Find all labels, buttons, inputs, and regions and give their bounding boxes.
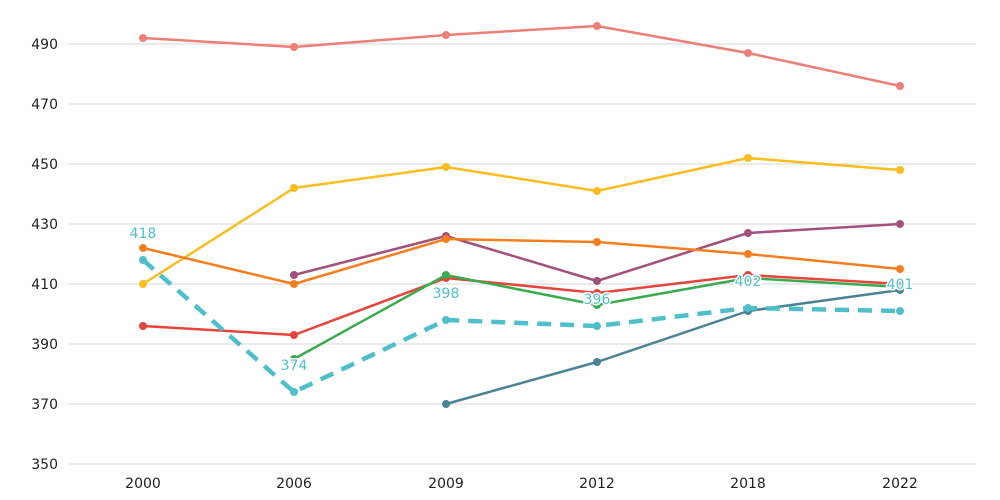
series-0-point-2009 <box>442 31 450 39</box>
series-1-point-2012 <box>593 187 601 195</box>
series-7-data-label-2022: 401 <box>887 277 914 293</box>
y-tick-label-390: 390 <box>31 337 58 353</box>
series-0-point-2012 <box>593 22 601 30</box>
x-tick-label-2006: 2006 <box>276 476 312 492</box>
series-0-line <box>142 24 901 88</box>
series-7-line <box>141 258 901 395</box>
y-tick-label-410: 410 <box>31 277 58 293</box>
series-7-data-label-2006: 374 <box>281 358 308 374</box>
y-tick-label-490: 490 <box>31 37 58 53</box>
x-tick-label-2000: 2000 <box>125 476 161 492</box>
series-5-point-2018 <box>744 274 752 282</box>
series-6-line <box>445 288 901 406</box>
series-1-line <box>142 156 901 286</box>
x-tick-label-2012: 2012 <box>579 476 615 492</box>
series-6-point-2012 <box>593 358 601 366</box>
series-1-point-2022 <box>896 166 904 174</box>
series-0-point-2000 <box>139 34 147 42</box>
axis-layer: 350 370 390 410 430 450 470 490 2000 2006 2009 2012… <box>31 37 918 492</box>
series-7-point-2000 <box>139 256 147 264</box>
y-tick-label-430: 430 <box>31 217 58 233</box>
series-2-point-2018 <box>744 229 752 237</box>
series-7-data-label-2000: 418 <box>130 226 157 242</box>
series-6-point-2009 <box>442 400 450 408</box>
series-3-line <box>142 237 901 286</box>
series-7-data-label-2018: 402 <box>735 274 762 290</box>
series-1-point-2000 <box>139 280 147 288</box>
series-4-point-2000 <box>139 322 147 330</box>
series-3-point-2022 <box>896 265 904 273</box>
series-1-point-2018 <box>744 154 752 162</box>
series-4-point-2006 <box>290 331 298 339</box>
y-tick-label-470: 470 <box>31 97 58 113</box>
series-7-data-label-2012: 396 <box>584 292 611 308</box>
data-label-layer: 418 374 398 396 402 401 <box>128 225 915 376</box>
series-5-point-2012 <box>593 301 601 309</box>
series-7-point-2018 <box>744 304 752 312</box>
y-tick-label-370: 370 <box>31 397 58 413</box>
x-tick-label-2018: 2018 <box>730 476 766 492</box>
series-2-point-2012 <box>593 277 601 285</box>
series-1-point-2009 <box>442 163 450 171</box>
series-5-point-2009 <box>442 271 450 279</box>
series-0-point-2018 <box>744 49 752 57</box>
series-5-line <box>293 273 901 361</box>
y-tick-label-450: 450 <box>31 157 58 173</box>
series-4-line <box>142 273 901 337</box>
series-0-point-2006 <box>290 43 298 51</box>
series-3-point-2000 <box>139 244 147 252</box>
series-2-line <box>293 222 901 283</box>
series-2-point-2006 <box>290 271 298 279</box>
series-7-point-2012 <box>593 322 601 330</box>
grid-layer <box>68 43 976 465</box>
series-4-point-2012 <box>593 289 601 297</box>
x-tick-label-2022: 2022 <box>882 476 918 492</box>
series-7-point-2006 <box>290 388 298 396</box>
series-1-point-2006 <box>290 184 298 192</box>
series-layer <box>139 22 904 408</box>
series-0-point-2022 <box>896 82 904 90</box>
series-7-data-label-2009: 398 <box>433 286 460 302</box>
series-5-point-2006 <box>290 355 298 363</box>
series-3-point-2006 <box>290 280 298 288</box>
y-tick-label-350: 350 <box>31 457 58 473</box>
series-2-point-2022 <box>896 220 904 228</box>
series-7-point-2022 <box>896 307 904 315</box>
series-3-point-2009 <box>442 235 450 243</box>
series-3-point-2018 <box>744 250 752 258</box>
series-6-point-2022 <box>896 286 904 294</box>
series-3-point-2012 <box>593 238 601 246</box>
series-7-point-2009 <box>442 316 450 324</box>
x-tick-label-2009: 2009 <box>428 476 464 492</box>
